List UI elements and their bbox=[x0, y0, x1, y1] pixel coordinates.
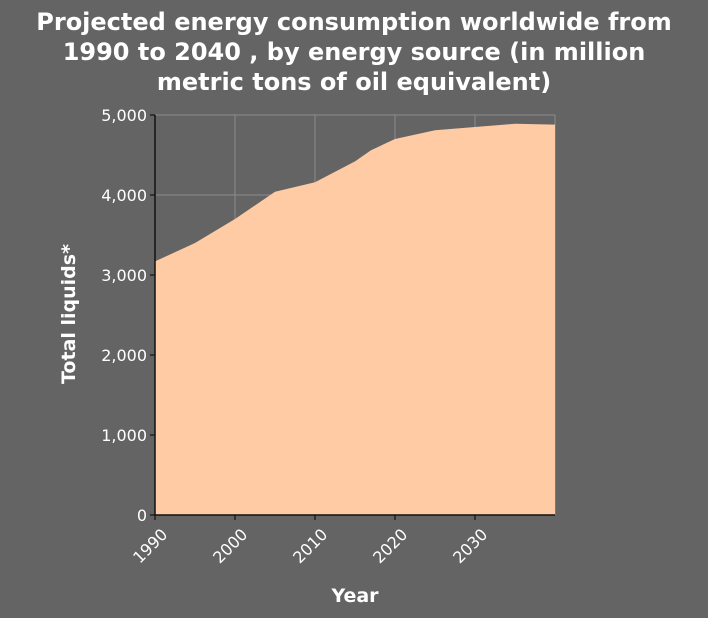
y-tick-label: 4,000 bbox=[101, 186, 147, 205]
y-tick-label: 5,000 bbox=[101, 106, 147, 125]
chart-title-line-1: Projected energy consumption worldwide f… bbox=[36, 8, 671, 36]
x-tick-label: 1990 bbox=[129, 525, 171, 567]
x-tick-label: 2020 bbox=[369, 525, 411, 567]
y-axis-label: Total liquids* bbox=[58, 244, 80, 384]
chart-title-line-3: metric tons of oil equivalent) bbox=[157, 68, 551, 96]
area-series-0 bbox=[155, 123, 555, 516]
axes bbox=[150, 114, 555, 520]
y-tick-label: 0 bbox=[137, 506, 147, 525]
x-tick-label: 2030 bbox=[449, 525, 491, 567]
x-axis-label: Year bbox=[330, 585, 379, 607]
y-tick-label: 2,000 bbox=[101, 346, 147, 365]
x-tick-label: 2010 bbox=[289, 525, 331, 567]
y-tick-label: 1,000 bbox=[101, 426, 147, 445]
tick-labels: 0 1,000 2,000 3,000 4,000 5,000 1990 2000 2010 20… bbox=[101, 106, 491, 567]
y-tick-label: 3,000 bbox=[101, 266, 147, 285]
x-tick-label: 2000 bbox=[209, 525, 251, 567]
series-layer bbox=[155, 123, 555, 516]
chart-title: Projected energy consumption worldwide f… bbox=[36, 8, 671, 96]
chart-title-line-2: 1990 to 2040 , by energy source (in mill… bbox=[63, 38, 646, 66]
